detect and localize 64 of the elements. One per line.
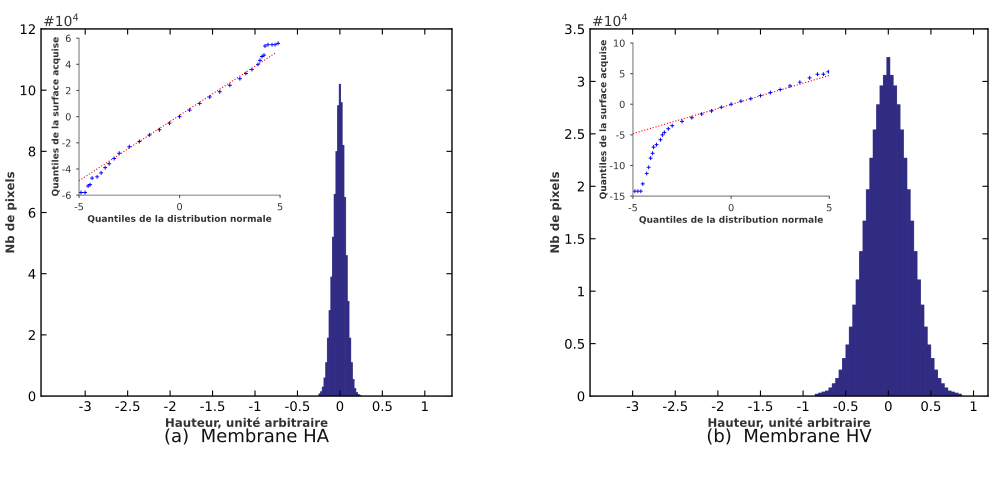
x-axis-title: Quantiles de la distribution normale [639, 216, 823, 224]
y-tick-label: -15 [610, 192, 624, 200]
y-axis-title: Quantiles de la surface acquise [52, 37, 60, 196]
y-axis-title: Nb de pixels [5, 172, 17, 253]
x-tick-label: 5 [278, 203, 282, 210]
x-tick-label: -3 [626, 401, 638, 412]
y-tick-label: 0.5 [565, 338, 584, 349]
x-tick-label: -0.5 [285, 401, 310, 412]
y-axis-title: Quantiles de la surface acquise [599, 40, 608, 199]
x-tick-label: -3 [79, 401, 91, 412]
x-tick-label: 0 [336, 401, 344, 412]
x-tick-label: -2.5 [115, 401, 140, 412]
y-tick-label: 2 [28, 330, 35, 340]
y-tick-label: 10 [20, 85, 36, 96]
y-tick-label: 5 [620, 70, 624, 78]
x-tick-label: -2 [712, 401, 724, 411]
x-axis-title: Quantiles de la distribution normale [88, 214, 272, 224]
x-tick-label: -1 [249, 401, 260, 411]
x-tick-label: -1.5 [748, 401, 772, 412]
y-tick-label: 0 [620, 100, 625, 108]
y-tick-label: 6 [66, 34, 71, 42]
x-tick-label: 0 [884, 401, 892, 412]
y-tick-label: 0 [28, 391, 36, 402]
y-tick-label: 4 [66, 60, 71, 68]
x-tick-label: -2.5 [663, 401, 687, 412]
y-axis-title: Nb de pixels [550, 172, 562, 253]
x-tick-label: 5 [826, 204, 832, 212]
y-tick-label: 2 [578, 182, 584, 192]
y-tick-label: 2 [66, 86, 70, 94]
x-tick-label: 0.5 [921, 401, 940, 412]
y-tick-label: -6 [62, 192, 71, 199]
y-tick-label: 3 [578, 76, 584, 87]
y-tick-label: 1.5 [566, 234, 584, 244]
y-tick-label: 1 [578, 286, 584, 296]
y-tick-label: -5 [616, 131, 624, 139]
x-tick-label: -2 [164, 401, 176, 411]
text: (b) Membrane HV [708, 428, 872, 444]
text: #10$^{4}$ [593, 14, 628, 26]
y-tick-label: 0 [66, 113, 71, 120]
x-tick-label: -1 [797, 401, 808, 411]
text: #10$^{4}$ [44, 14, 78, 26]
x-tick-label: -1.5 [200, 401, 224, 412]
y-tick-label: 4 [28, 269, 36, 279]
y-tick-label: 10 [614, 39, 625, 47]
x-tick-label: 0 [177, 202, 182, 210]
y-tick-label: -2 [62, 139, 70, 146]
x-tick-label: 1 [422, 401, 428, 411]
x-tick-label: 0.5 [372, 401, 392, 412]
y-tick-label: -4 [62, 166, 71, 173]
x-tick-label: -5 [74, 203, 84, 210]
x-tick-label: -5 [628, 204, 637, 212]
y-tick-label: 8 [28, 146, 36, 157]
y-tick-label: 2.5 [565, 129, 584, 140]
x-tick-label: 0 [728, 204, 734, 212]
x-axis-title: Hauteur, unité arbitraire [166, 417, 328, 429]
x-axis-title: Hauteur, unité arbitraire [708, 417, 870, 429]
y-tick-label: 12 [20, 24, 35, 34]
x-tick-label: 1 [970, 401, 977, 411]
y-tick-label: 6 [28, 208, 36, 218]
x-tick-label: -0.5 [833, 401, 858, 412]
y-tick-label: -10 [610, 162, 625, 170]
y-tick-label: 0 [578, 391, 584, 402]
text: (a) Membrane HA [166, 428, 329, 444]
y-tick-label: 3.5 [565, 24, 584, 34]
